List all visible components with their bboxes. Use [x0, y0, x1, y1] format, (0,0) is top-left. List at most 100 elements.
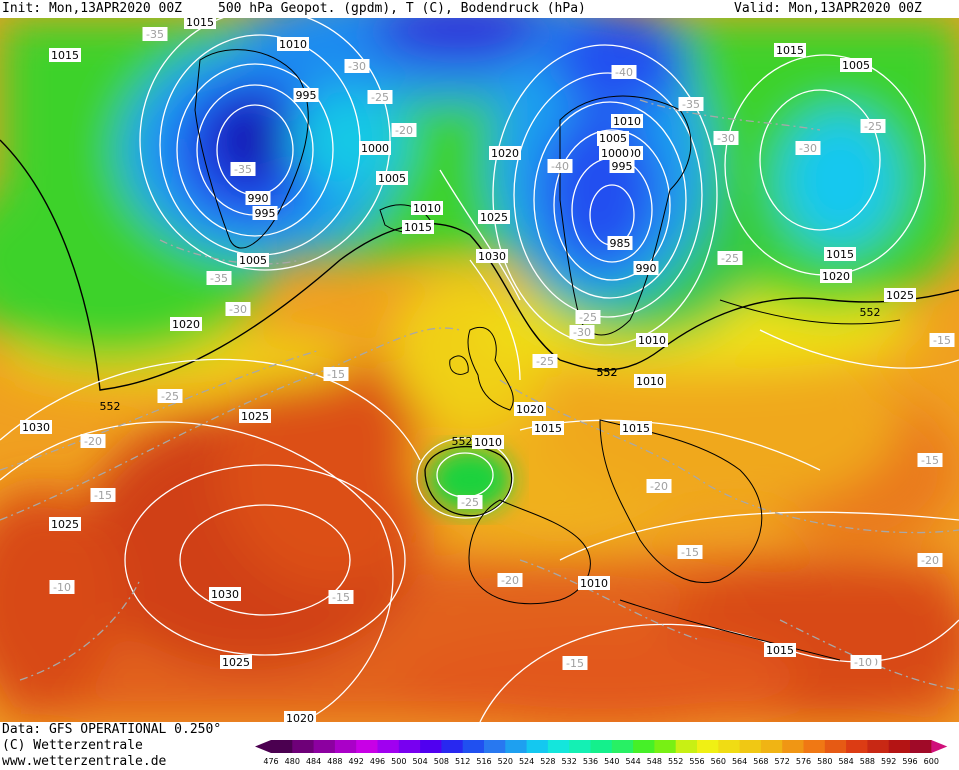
pressure-label: 1010 [636, 333, 668, 347]
svg-text:-30: -30 [799, 142, 817, 155]
pressure-label: 990 [245, 191, 271, 205]
colorbar-swatch [760, 740, 783, 753]
pressure-label: 985 [607, 236, 633, 250]
temperature-label: -35 [206, 271, 232, 285]
temperature-label: -30 [795, 141, 821, 155]
svg-text:1015: 1015 [534, 422, 562, 435]
colorbar-swatches [255, 740, 948, 753]
colorbar-swatch [441, 740, 464, 753]
colorbar-tick-label: 568 [753, 757, 768, 766]
colorbar-swatch [867, 740, 890, 753]
colorbar-swatch [505, 740, 528, 753]
colorbar-tick-label: 560 [711, 757, 726, 766]
colorbar-swatch [846, 740, 868, 753]
pressure-label: 1025 [49, 517, 81, 531]
temperature-label: -20 [917, 553, 943, 567]
temperature-label: -30 [225, 302, 251, 316]
pressure-label: 1005 [597, 131, 629, 145]
svg-text:1015: 1015 [826, 248, 854, 261]
colorbar-swatch [590, 740, 613, 753]
colorbar-tick-labels: 476 480 484 488 492 496 500 504 508 512 516 520 524 5… [263, 757, 939, 766]
colorbar-tick-label: 548 [647, 757, 662, 766]
svg-text:1030: 1030 [22, 421, 50, 434]
svg-text:1010: 1010 [474, 436, 502, 449]
pressure-label: 1025 [220, 655, 252, 669]
pressure-label: 1030 [209, 587, 241, 601]
colorbar-tick-label: 596 [902, 757, 917, 766]
temperature-label: -30 [569, 325, 595, 339]
colorbar-swatch [334, 740, 357, 753]
temperature-label: -30 [713, 131, 739, 145]
pressure-label: 1015 [824, 247, 856, 261]
svg-text:-35: -35 [210, 272, 228, 285]
colorbar-swatch [313, 740, 336, 753]
colorbar-tick-label: 580 [817, 757, 832, 766]
temperature-label: -15 [917, 453, 943, 467]
pressure-label: 995 [252, 206, 278, 220]
colorbar-tick-label: 496 [370, 757, 385, 766]
svg-text:-25: -25 [864, 120, 882, 133]
svg-text:552: 552 [452, 435, 473, 448]
contour-552-biscay [424, 445, 513, 517]
pressure-label: 1015 [402, 220, 434, 234]
temperature-label: -15 [328, 590, 354, 604]
svg-text:1020: 1020 [286, 712, 314, 725]
colorbar-swatch [654, 740, 677, 753]
colorbar-swatch [803, 740, 826, 753]
temperature-label: -35 [142, 27, 168, 41]
svg-text:-20: -20 [501, 574, 519, 587]
footer: Data: GFS OPERATIONAL 0.250° (C) Wetterz… [0, 722, 959, 770]
isotherms [0, 99, 959, 691]
temperature-label: -40 [547, 159, 573, 173]
colorbar-tick-label: 516 [476, 757, 491, 766]
colorbar-tick-label: 528 [540, 757, 555, 766]
geopotential-label: 552 [860, 306, 881, 319]
temperature-label: -20 [497, 573, 523, 587]
colorbar-tick-label: 552 [668, 757, 683, 766]
colorbar-swatch [420, 740, 442, 753]
svg-text:552: 552 [860, 306, 881, 319]
svg-text:1005: 1005 [842, 59, 870, 72]
temperature-label: -20 [646, 479, 672, 493]
colorbar-swatch [739, 740, 762, 753]
svg-text:-15: -15 [332, 591, 350, 604]
pressure-label: 1025 [478, 210, 510, 224]
pressure-label: 1030 [20, 420, 52, 434]
pressure-label: 1000 [599, 146, 631, 160]
svg-text:-15: -15 [94, 489, 112, 502]
coastlines [194, 49, 901, 661]
colorbar-swatch [292, 740, 315, 753]
init-timestamp: Init: Mon,13APR2020 00Z [2, 1, 183, 16]
svg-text:-10: -10 [854, 656, 872, 669]
svg-text:-25: -25 [161, 390, 179, 403]
pressure-label: 1010 [472, 435, 504, 449]
pressure-label: 1015 [49, 48, 81, 62]
map-title: 500 hPa Geopot. (gpdm), T (C), Bodendruc… [218, 1, 586, 16]
colorbar-swatch [271, 740, 293, 753]
pressure-label: 1015 [764, 643, 796, 657]
colorbar-swatch [356, 740, 378, 753]
svg-text:1015: 1015 [186, 16, 214, 29]
svg-text:1015: 1015 [622, 422, 650, 435]
colorbar-tick-label: 572 [775, 757, 790, 766]
svg-text:985: 985 [610, 237, 631, 250]
svg-text:-20: -20 [395, 124, 413, 137]
svg-text:1010: 1010 [638, 334, 666, 347]
temperature-label: -25 [457, 495, 483, 509]
temperature-label: -15 [323, 367, 349, 381]
svg-text:1010: 1010 [580, 577, 608, 590]
svg-text:-25: -25 [461, 496, 479, 509]
svg-text:552: 552 [100, 400, 121, 413]
geopotential-label: 552 [452, 435, 473, 448]
website-label: www.wetterzentrale.de [2, 754, 167, 769]
svg-text:-10: -10 [53, 581, 71, 594]
colorbar-tick-label: 600 [924, 757, 939, 766]
svg-text:995: 995 [255, 207, 276, 220]
colorbar-swatch [377, 740, 400, 753]
colorbar-swatch [718, 740, 741, 753]
temperature-label: -15 [90, 488, 116, 502]
svg-text:-40: -40 [615, 66, 633, 79]
svg-text:1010: 1010 [413, 202, 441, 215]
pressure-label: 1010 [411, 201, 443, 215]
colorbar-swatch [398, 740, 421, 753]
